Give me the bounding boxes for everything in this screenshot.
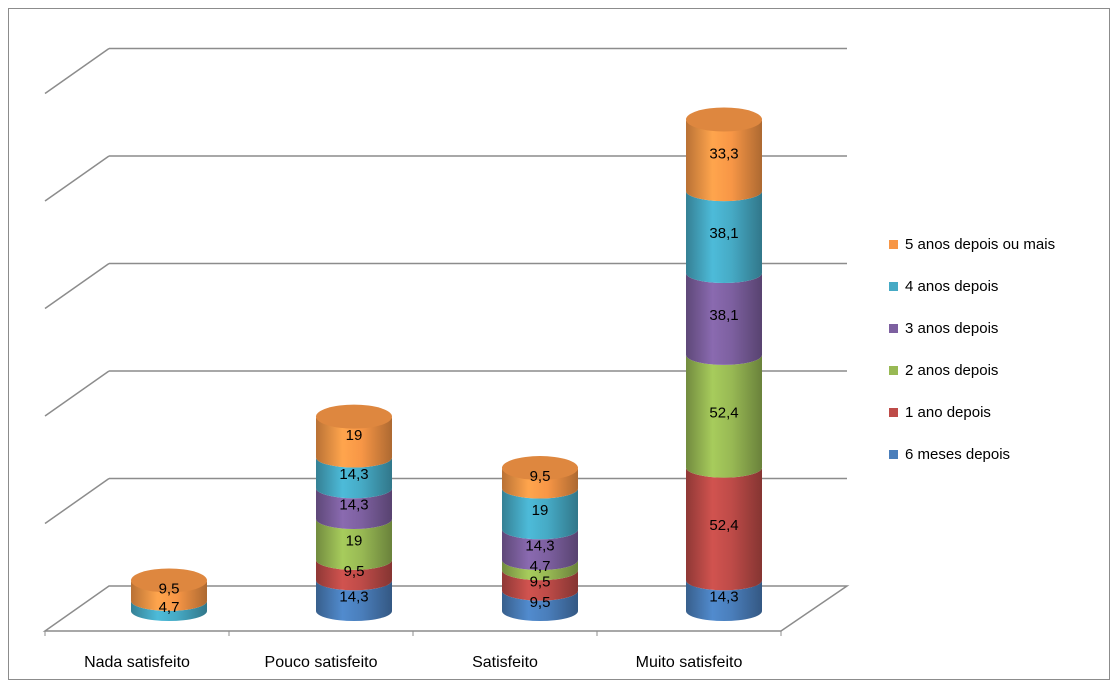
legend-label: 4 anos depois bbox=[905, 278, 998, 295]
bar-segment bbox=[502, 529, 578, 571]
data-label: 38,1 bbox=[709, 225, 738, 242]
data-label: 14,3 bbox=[339, 497, 368, 514]
bar-segment bbox=[316, 518, 392, 570]
bar-segment bbox=[686, 273, 762, 365]
legend-swatch bbox=[889, 324, 898, 333]
data-label: 9,5 bbox=[344, 563, 365, 580]
bar-segment bbox=[316, 559, 392, 591]
bar-segment bbox=[686, 467, 762, 591]
bar-cap bbox=[686, 107, 762, 132]
data-label: 4,7 bbox=[530, 558, 551, 575]
data-label: 9,5 bbox=[530, 468, 551, 485]
bar-cap bbox=[316, 404, 392, 429]
bar-segment bbox=[316, 457, 392, 499]
bar-segment bbox=[316, 488, 392, 529]
data-label: 33,3 bbox=[709, 145, 738, 162]
data-label: 9,5 bbox=[530, 594, 551, 611]
gridline-side bbox=[44, 370, 110, 417]
legend-swatch bbox=[889, 282, 898, 291]
data-label: 19 bbox=[532, 502, 549, 519]
gridline-side bbox=[44, 262, 110, 310]
bar-segment bbox=[686, 580, 762, 621]
gridline-side bbox=[44, 155, 110, 202]
data-label: 19 bbox=[346, 427, 363, 444]
data-label: 14,3 bbox=[709, 589, 738, 606]
data-label: 9,5 bbox=[530, 573, 551, 590]
legend-swatch bbox=[889, 366, 898, 375]
data-label: 14,3 bbox=[339, 466, 368, 483]
bar-segment bbox=[502, 560, 578, 581]
legend-swatch bbox=[889, 450, 898, 459]
data-label: 38,1 bbox=[709, 307, 738, 324]
data-label: 9,5 bbox=[159, 581, 180, 598]
bar-segment bbox=[502, 468, 578, 499]
chart-frame: Nada satisfeito Pouco satisfeito Satisfeit… bbox=[8, 8, 1110, 680]
category-label: Nada satisfeito bbox=[84, 654, 190, 671]
legend-label: 3 anos depois bbox=[905, 320, 998, 337]
category-label: Satisfeito bbox=[472, 654, 538, 671]
data-label: 4,7 bbox=[159, 599, 180, 616]
bar-segment bbox=[316, 416, 392, 468]
bar-cap bbox=[502, 456, 578, 481]
bar-segment bbox=[686, 191, 762, 284]
bar-segment bbox=[131, 600, 207, 621]
bar-segment bbox=[686, 119, 762, 202]
legend-swatch bbox=[889, 240, 898, 249]
bar-segment bbox=[502, 488, 578, 540]
legend-swatch bbox=[889, 408, 898, 417]
bar-segment bbox=[686, 354, 762, 478]
data-label: 19 bbox=[346, 532, 363, 549]
legend-label: 5 anos depois ou mais bbox=[905, 236, 1055, 253]
bar-segment bbox=[316, 580, 392, 621]
bar-cap bbox=[131, 568, 207, 593]
data-label: 52,4 bbox=[709, 517, 738, 534]
bar-segment bbox=[131, 580, 207, 611]
data-label: 14,3 bbox=[525, 538, 554, 555]
gridline-side bbox=[44, 47, 110, 95]
legend-label: 2 anos depois bbox=[905, 362, 998, 379]
bar-segment bbox=[502, 570, 578, 601]
legend-label: 1 ano depois bbox=[905, 404, 991, 421]
category-label: Pouco satisfeito bbox=[265, 654, 378, 671]
category-label: Muito satisfeito bbox=[636, 654, 743, 671]
bar-segment bbox=[502, 590, 578, 621]
data-label: 14,3 bbox=[339, 589, 368, 606]
stacked-cylinder-chart: Nada satisfeito Pouco satisfeito Satisfeit… bbox=[42, 47, 1055, 671]
data-label: 52,4 bbox=[709, 404, 738, 421]
gridline-side bbox=[44, 477, 110, 525]
legend-label: 6 meses depois bbox=[905, 446, 1010, 463]
